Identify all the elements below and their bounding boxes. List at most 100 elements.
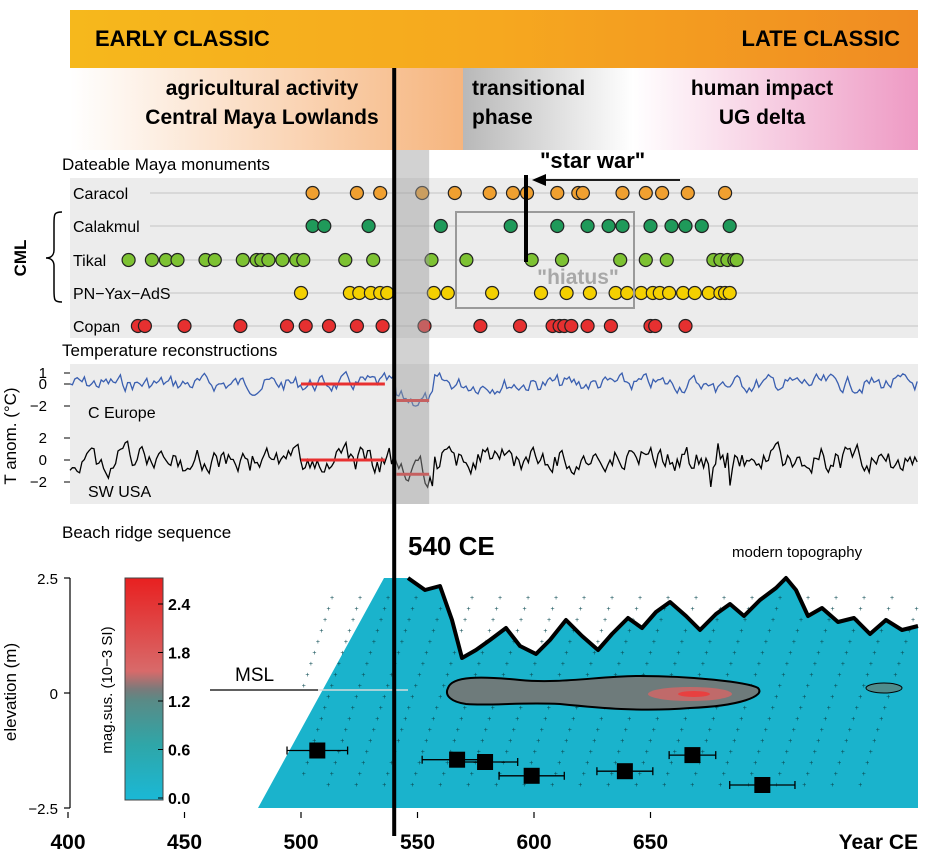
ridge-dot: + [529,672,533,679]
event-label: 540 CE [408,531,495,561]
ridge-dot: + [599,716,603,723]
monument-point [279,318,295,334]
ridge-dot: + [673,749,677,756]
ridge-dot: + [865,672,869,679]
ridge-dot: + [484,727,488,734]
ridge-dot: + [785,661,789,668]
ridge-dot: + [410,782,414,789]
ridge-dot: + [900,650,904,657]
ridge-dot: + [620,650,624,657]
monument-point [373,185,388,201]
ridge-dot: + [680,727,684,734]
ridge-dot: + [354,694,358,701]
monument-point [349,318,364,334]
late-classic-label: LATE CLASSIC [742,26,901,51]
ridge-dot: + [351,617,355,624]
sw-usa-label: SW USA [88,484,151,501]
ridge-dot: + [337,749,341,756]
ridge-dot: + [795,628,799,635]
monuments-title: Dateable Maya monuments [62,155,270,174]
sample-point [754,777,771,793]
colorbar-tick-label: 2.4 [168,597,190,614]
ridge-dot: + [421,749,425,756]
ridge-dot: + [480,738,484,745]
ridge-dot: + [400,727,404,734]
ridge-dot: + [809,672,813,679]
ridge-dot: + [648,738,652,745]
ridge-dot: + [439,606,443,613]
ridge-dot: + [869,661,873,668]
ridge-dot: + [442,771,446,778]
ridge-dot: + [411,606,415,613]
ridge-dot: + [736,727,740,734]
ridge-dot: + [627,628,631,635]
star-war-label: "star war" [540,148,645,173]
sw-usa-series [69,440,918,489]
ridge-dot: + [571,716,575,723]
ridge-dot: + [834,683,838,690]
ridge-dot: + [676,738,680,745]
ridge-dot: + [564,738,568,745]
ridge-dot: + [589,749,593,756]
ridge-dot: + [638,595,642,602]
ridge-dot: + [491,617,495,624]
monument-point [659,252,674,268]
monument-point [505,185,521,201]
ridge-dot: + [781,672,785,679]
topography-label: modern topography [732,544,863,561]
ridge-dot: + [722,771,726,778]
ridge-dot: + [729,749,733,756]
ridge-dot: + [775,606,779,613]
ridge-dot: + [494,782,498,789]
ridge-dot: + [375,716,379,723]
ridge-dot: + [438,782,442,789]
monument-point [305,218,320,234]
ridge-dot: + [897,661,901,668]
temperature-ticks: −201−202 [30,365,70,491]
ridge-dot: + [410,694,414,701]
ridge-dot: + [547,617,551,624]
ridge-dot: + [340,650,344,657]
ridge-dot: + [445,672,449,679]
monument-point [177,318,192,334]
ridge-dot: + [704,738,708,745]
x-tick-label: 650 [633,831,668,854]
colorbar-tick-label: 1.2 [168,694,190,711]
ridge-dot: + [533,661,537,668]
ridge-dot: + [379,617,383,624]
ridge-dot: + [386,595,390,602]
ridge-dot: + [582,595,586,602]
monument-point [615,218,630,234]
monument-point [137,318,152,334]
ridge-dot: + [333,672,337,679]
monument-point [338,252,353,268]
ridge-dot: + [473,760,477,767]
monument-point [613,252,628,268]
monument-point [620,285,635,301]
ridge-dot: + [711,716,715,723]
ridge-dot: + [673,661,677,668]
ridge-dot: + [407,617,411,624]
ridge-dot: + [606,782,610,789]
ridge-dot: + [551,606,555,613]
ridge-dot: + [515,716,519,723]
ridge-dot: + [568,639,572,646]
ridge-dot: + [463,705,467,712]
ridge-dot: + [463,617,467,624]
ridge-dot: + [585,760,589,767]
ridge-dot: + [515,628,519,635]
monument-point [729,252,744,268]
ridge-dot: + [498,595,502,602]
ridge-dot: + [781,760,785,767]
ridge-dot: + [414,683,418,690]
ridge-dot: + [358,683,362,690]
ridge-dot: + [872,738,876,745]
ridge-dot: + [806,595,810,602]
ridge-dot: + [725,760,729,767]
x-tick-label: 400 [50,831,85,854]
ridge-dot: + [379,705,383,712]
monument-point [361,218,376,234]
ridge-dot: + [648,650,652,657]
ridge-dot: + [837,672,841,679]
ridge-dot: + [585,672,589,679]
